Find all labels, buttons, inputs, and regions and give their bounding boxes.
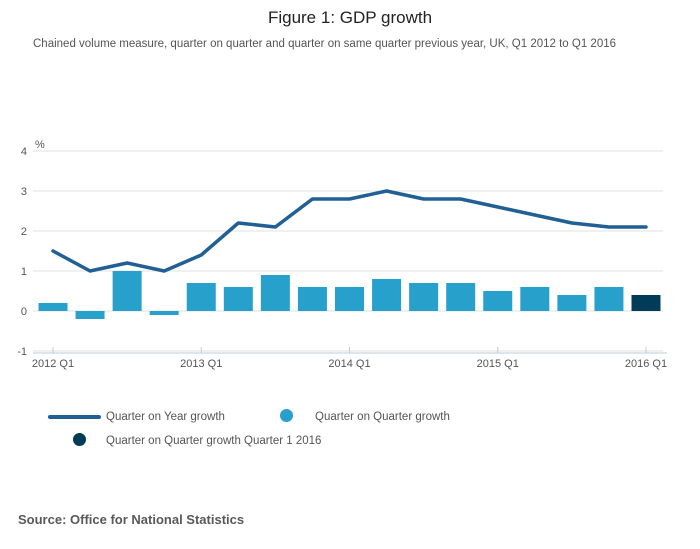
figure-title: Figure 1: GDP growth bbox=[267, 8, 433, 27]
bar-2012-q2 bbox=[75, 311, 105, 319]
source-caption: Source: Office for National Statistics bbox=[18, 512, 245, 527]
bar-highlight-2016-q1 bbox=[631, 295, 661, 311]
bar-2012-q3 bbox=[112, 271, 142, 311]
bar-2013-q3 bbox=[260, 275, 290, 311]
bar-2014-q2 bbox=[372, 279, 402, 311]
bar-2013-q2 bbox=[223, 287, 253, 311]
bar-2014-q4 bbox=[446, 283, 476, 311]
bar-2012-q1 bbox=[38, 303, 68, 311]
quarter-on-year-growth-line bbox=[51, 189, 648, 273]
x-tick-label-2013-q1: 2013 Q1 bbox=[180, 358, 222, 370]
legend-label-quarter-on-quarter-growth-q1-2016: Quarter on Quarter growth Quarter 1 2016 bbox=[106, 435, 322, 447]
y-tick-label-1: 1 bbox=[21, 266, 27, 278]
bar-2015-q4 bbox=[594, 287, 624, 311]
y-tick-label-2: 2 bbox=[21, 226, 27, 238]
bar-2013-q1 bbox=[186, 283, 216, 311]
x-tick-label-2016-q1: 2016 Q1 bbox=[625, 358, 667, 370]
bar-2014-q3 bbox=[409, 283, 439, 311]
y-tick-label-4: 4 bbox=[21, 146, 27, 158]
figure-subtitle: Chained volume measure, quarter on quart… bbox=[33, 38, 617, 50]
legend-label-quarter-on-year-growth: Quarter on Year growth bbox=[106, 411, 225, 423]
y-tick-label-0: 0 bbox=[21, 306, 27, 318]
legend-label-quarter-on-quarter-growth: Quarter on Quarter growth bbox=[315, 411, 450, 423]
bar-2012-q4 bbox=[149, 311, 179, 315]
y-axis-unit-label: % bbox=[35, 139, 45, 151]
legend-line-swatch bbox=[48, 415, 101, 419]
legend-circle-swatch-qoq-2016 bbox=[73, 433, 86, 446]
bar-2013-q4 bbox=[297, 287, 327, 311]
x-tick-label-2012-q1: 2012 Q1 bbox=[32, 358, 74, 370]
chart-legend: Quarter on Year growth Quarter on Quarte… bbox=[0, 405, 700, 465]
bar-2015-q3 bbox=[557, 295, 587, 311]
gdp-growth-chart: 4 3 2 1 0 -1% 2012 Q1 2013 Q1 2014 Q1 2015 Q1 2016… bbox=[17, 139, 667, 370]
x-tick-label-2014-q1: 2014 Q1 bbox=[328, 358, 370, 370]
y-tick-label--1: -1 bbox=[17, 346, 27, 358]
legend-circle-swatch-qoq bbox=[280, 409, 293, 422]
bar-2015-q1 bbox=[483, 291, 513, 311]
bar-2014-q1 bbox=[335, 287, 364, 311]
bar-2015-q2 bbox=[520, 287, 550, 311]
y-tick-label-3: 3 bbox=[21, 186, 27, 198]
x-tick-label-2015-q1: 2015 Q1 bbox=[477, 358, 519, 370]
